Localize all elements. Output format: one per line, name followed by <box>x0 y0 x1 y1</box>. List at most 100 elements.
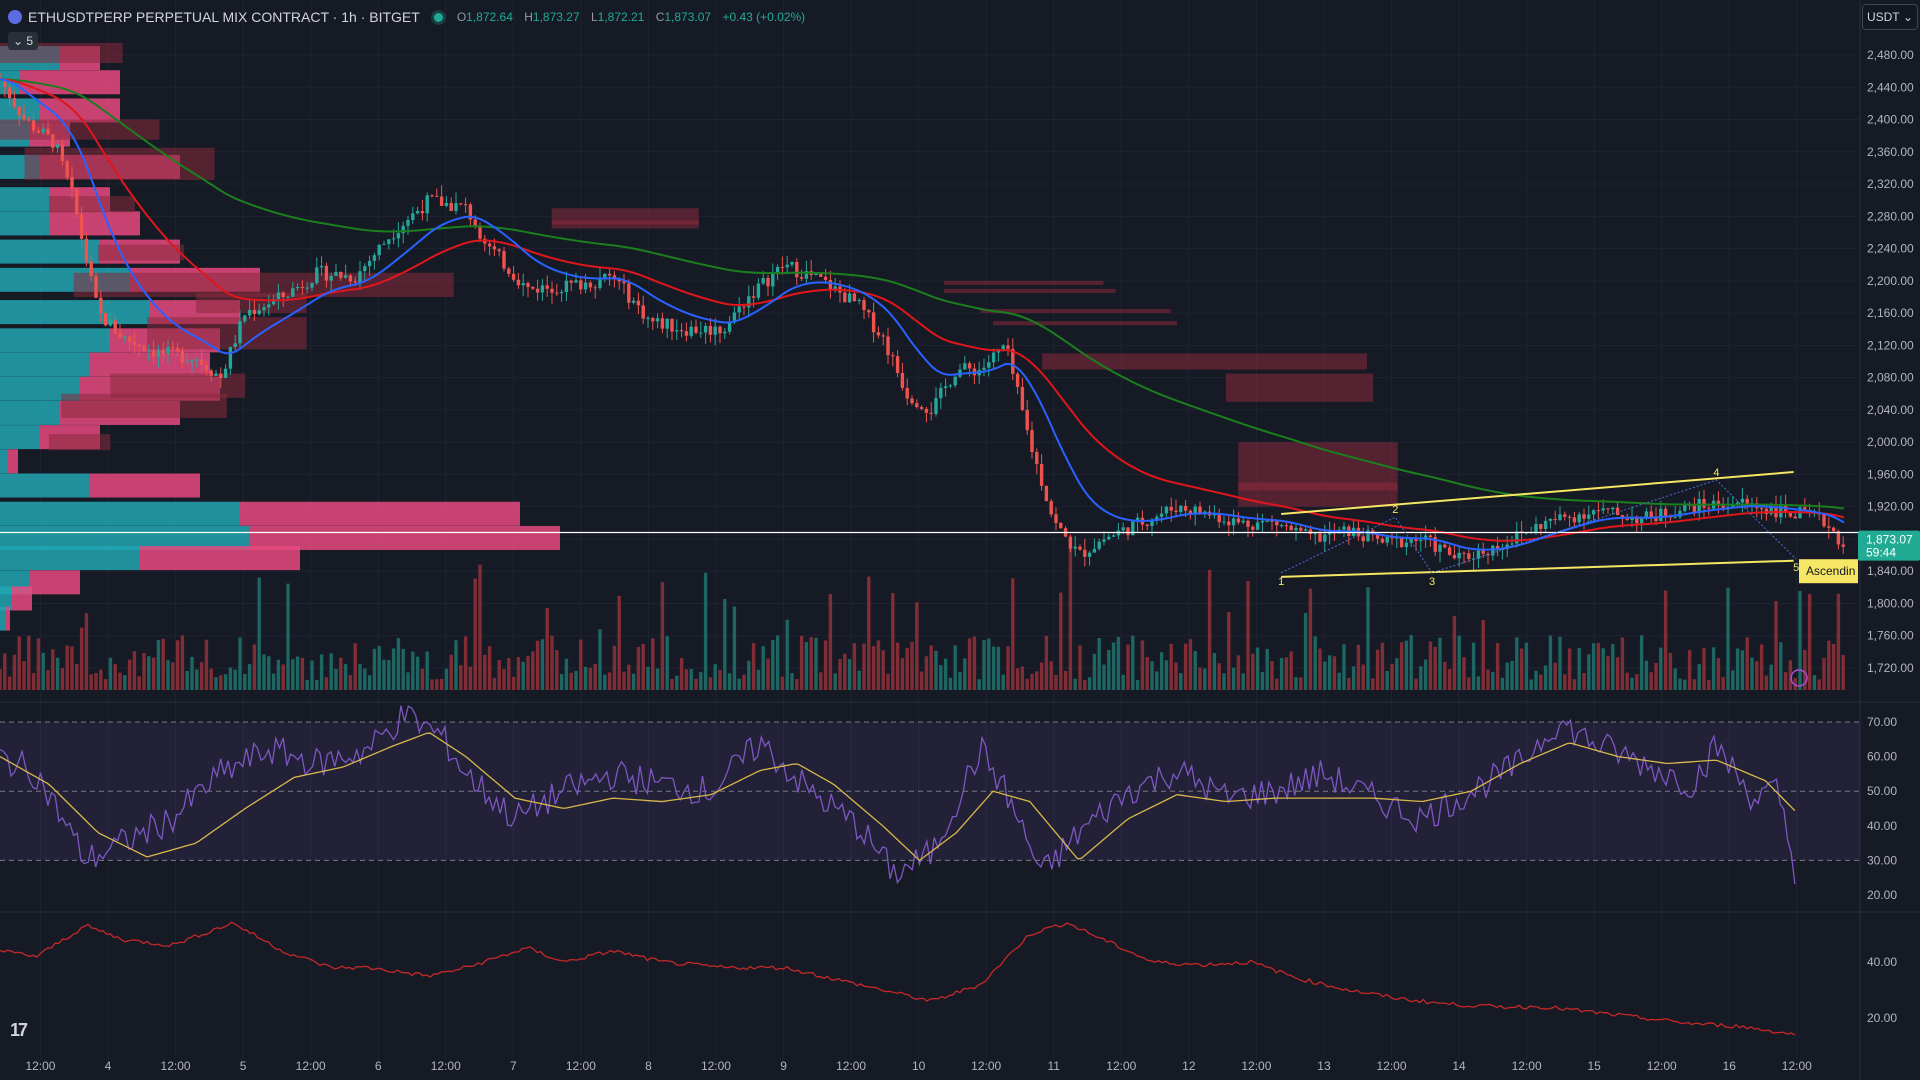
time-tick-label: 12:00 <box>1647 1059 1677 1073</box>
candle <box>151 350 156 357</box>
order-block-zone <box>1042 353 1367 370</box>
volume-bar <box>1227 612 1231 690</box>
volume-profile-up <box>0 525 250 550</box>
volume-profile-down <box>240 501 520 526</box>
volume-bar <box>1563 674 1567 690</box>
volume-bar <box>987 638 991 690</box>
candle <box>276 292 281 300</box>
time-tick-label: 12:00 <box>296 1059 326 1073</box>
price-tick-label: 1,840.00 <box>1867 564 1914 578</box>
volume-bar <box>439 678 444 690</box>
candle <box>1155 516 1159 521</box>
volume-bar <box>1673 668 1677 690</box>
volume-bar <box>339 657 343 690</box>
volume-bar <box>171 662 175 690</box>
candle <box>439 196 444 206</box>
volume-bar <box>1486 669 1490 690</box>
volume-bar <box>747 660 751 690</box>
candle <box>828 279 833 291</box>
volume-bar <box>147 656 151 690</box>
candle <box>939 387 943 399</box>
candle <box>1246 520 1250 527</box>
volume-bar <box>996 646 1001 690</box>
candle <box>1702 498 1706 508</box>
volume-bar <box>55 657 60 690</box>
candle <box>1236 518 1241 523</box>
volume-bar <box>934 650 938 690</box>
price-tick-label: 1,960.00 <box>1867 467 1914 481</box>
candle <box>622 281 626 284</box>
candle <box>1313 533 1317 535</box>
symbol-title[interactable]: ETHUSDTPERP PERPETUAL MIX CONTRACT · 1h … <box>28 9 420 25</box>
volume-bars <box>0 548 1845 690</box>
candle <box>1006 345 1010 349</box>
volume-bar <box>1591 643 1596 690</box>
volume-bar <box>175 640 180 690</box>
volume-bar <box>1078 645 1082 690</box>
volume-bar <box>1769 664 1773 690</box>
candle <box>790 262 794 265</box>
volume-bar <box>588 667 593 690</box>
rsi-tick-label: 40.00 <box>1867 819 1897 833</box>
candle <box>1020 386 1025 410</box>
pattern-label-box <box>1799 559 1858 584</box>
candle <box>550 288 554 293</box>
volume-bar <box>1385 670 1389 690</box>
current-price-value: 1,873.07 <box>1866 533 1913 547</box>
candle <box>1841 544 1845 547</box>
wave-label: 3 <box>1429 576 1435 588</box>
candle <box>665 318 669 329</box>
candle <box>756 283 761 298</box>
candle <box>1577 514 1581 523</box>
candle <box>1481 550 1485 554</box>
collapse-indicators-button[interactable]: ⌄ 5 <box>8 32 38 50</box>
time-tick-label: 9 <box>780 1059 787 1073</box>
candle <box>334 272 338 277</box>
time-tick-label: 12:00 <box>1106 1059 1136 1073</box>
candle <box>1745 498 1749 504</box>
volume-bar <box>1639 635 1644 690</box>
volume-bar <box>425 651 429 690</box>
price-tick-label: 2,240.00 <box>1867 242 1914 256</box>
current-price-label <box>1858 530 1920 561</box>
candle <box>305 287 309 289</box>
candle <box>531 286 535 289</box>
volume-bar <box>699 672 703 690</box>
candle <box>353 281 357 283</box>
candle <box>12 98 17 107</box>
volume-bar <box>1006 646 1010 690</box>
volume-bar <box>919 671 924 690</box>
volume-bar <box>1150 661 1154 690</box>
volume-bar <box>910 642 914 690</box>
price-tick-label: 2,000.00 <box>1867 435 1914 449</box>
candle <box>991 352 996 363</box>
candle <box>1625 518 1629 520</box>
volume-bar <box>1740 650 1745 690</box>
time-tick-label: 12 <box>1182 1059 1196 1073</box>
volume-bar <box>70 646 74 690</box>
candle <box>1318 533 1322 542</box>
candle <box>1385 536 1389 543</box>
volume-bar <box>1265 648 1269 690</box>
volume-profile-up <box>0 239 100 264</box>
volume-bar <box>1788 660 1793 690</box>
candle <box>430 195 434 197</box>
candle <box>1073 546 1077 549</box>
candle <box>761 277 765 284</box>
candle <box>300 286 305 288</box>
volume-bar <box>886 673 890 690</box>
volume-profile-up <box>0 187 50 212</box>
volume-bar <box>665 636 669 690</box>
candle <box>1438 544 1442 552</box>
volume-bar <box>1515 637 1519 690</box>
currency-select[interactable]: USDT ⌄ <box>1862 4 1918 30</box>
candle <box>363 266 367 272</box>
candle <box>1030 430 1034 453</box>
candle <box>180 351 185 363</box>
volume-bar <box>17 636 21 690</box>
volume-bar <box>967 638 972 690</box>
candle <box>175 348 180 352</box>
candle <box>204 364 209 371</box>
candle <box>1491 545 1495 556</box>
